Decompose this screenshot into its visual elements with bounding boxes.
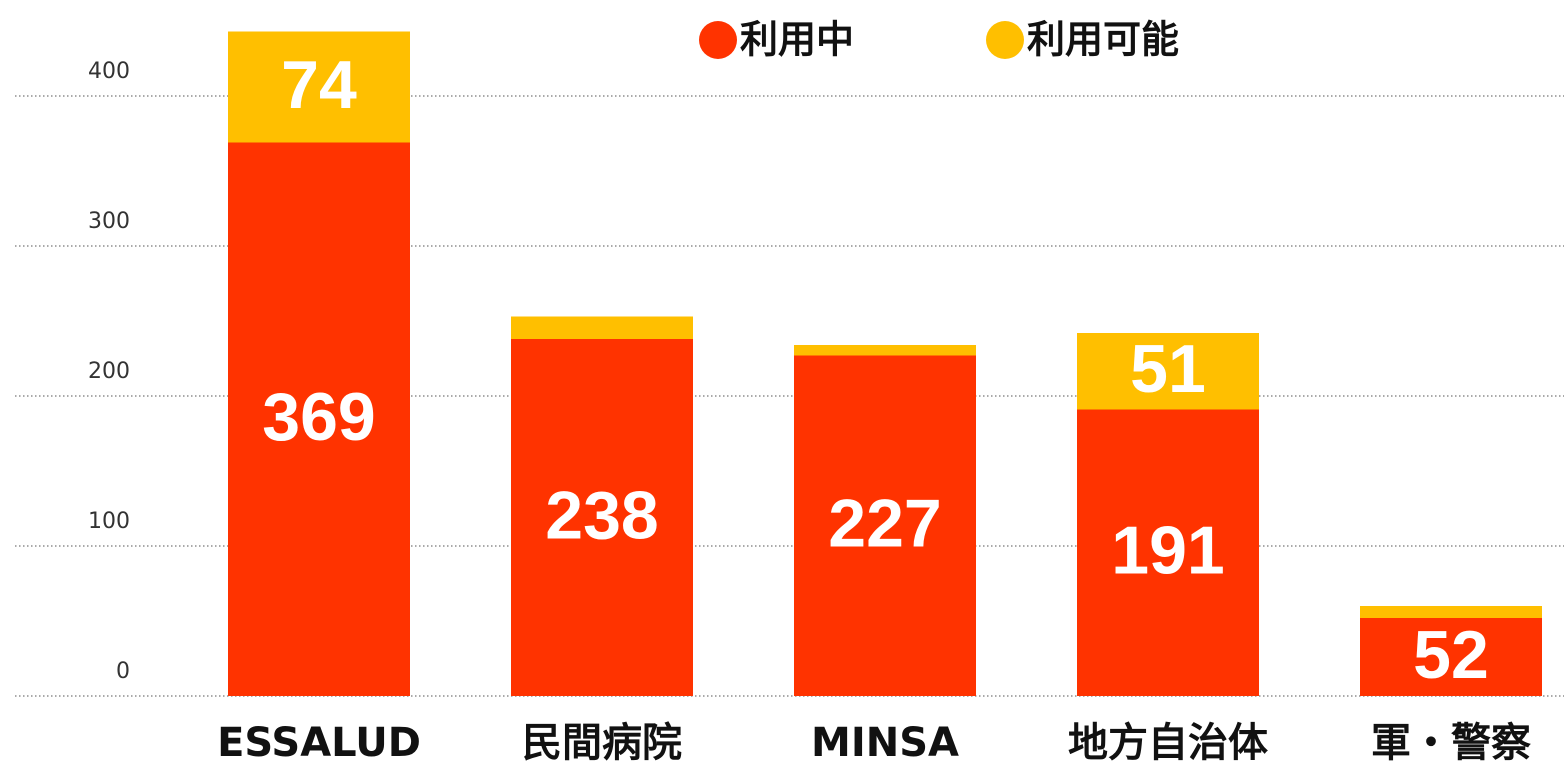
- x-tick-label: MINSA: [811, 720, 959, 766]
- data-label: 369: [262, 379, 375, 455]
- x-tick-label: 地方自治体: [1068, 720, 1268, 766]
- bar-segment: [1077, 333, 1259, 410]
- legend-label: 利用中: [740, 18, 854, 62]
- y-tick-label: 100: [88, 509, 130, 534]
- data-label: 191: [1111, 513, 1224, 589]
- bar-segment: [794, 355, 976, 696]
- bar-segment: [1077, 409, 1259, 696]
- x-tick-label: 軍・警察: [1371, 720, 1531, 766]
- y-tick-label: 200: [88, 359, 130, 384]
- y-tick-label: 0: [116, 659, 130, 684]
- legend-marker: [699, 21, 737, 59]
- bar-segment: [511, 316, 693, 339]
- legend-marker: [986, 21, 1024, 59]
- data-label: 227: [828, 486, 941, 562]
- y-tick-label: 300: [88, 209, 130, 234]
- bar-segment: [228, 142, 410, 696]
- data-label: 52: [1413, 617, 1489, 693]
- bar-segment: [228, 31, 410, 143]
- bar-segment: [511, 339, 693, 696]
- legend-label: 利用可能: [1027, 18, 1179, 62]
- y-tick-label: 400: [88, 59, 130, 84]
- data-label: 238: [545, 477, 658, 553]
- bar-segment: [794, 345, 976, 356]
- data-label: 51: [1130, 331, 1206, 407]
- bar-segment: [1360, 618, 1542, 696]
- x-tick-label: ESSALUD: [217, 720, 421, 766]
- bar-segment: [1360, 606, 1542, 618]
- x-tick-label: 民間病院: [522, 720, 682, 766]
- data-label: 74: [281, 47, 357, 123]
